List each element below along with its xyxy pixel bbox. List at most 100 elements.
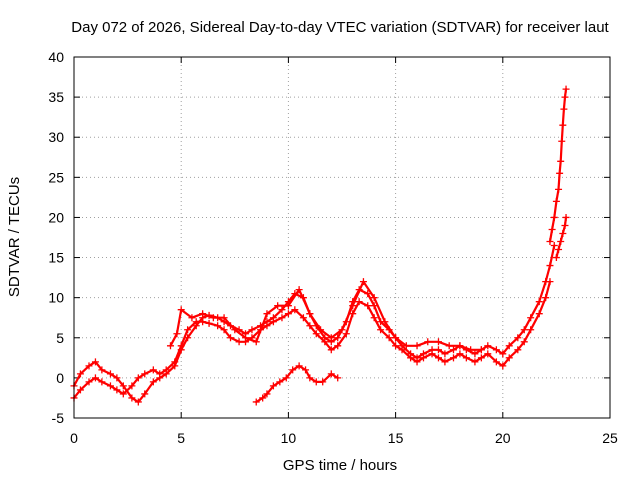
- data-point: [559, 229, 567, 237]
- data-point: [231, 326, 239, 334]
- data-point: [562, 213, 570, 221]
- data-point: [302, 366, 310, 374]
- data-point: [85, 362, 93, 370]
- data-point: [555, 246, 563, 254]
- data-point: [227, 334, 235, 342]
- data-point: [520, 338, 528, 346]
- data-point: [527, 326, 535, 334]
- x-axis-label: GPS time / hours: [283, 457, 397, 474]
- data-point: [505, 354, 513, 362]
- data-point: [550, 242, 558, 250]
- data-point: [91, 374, 99, 382]
- data-point: [188, 314, 196, 322]
- data-point: [248, 326, 256, 334]
- data-point: [205, 319, 213, 327]
- data-point: [527, 314, 535, 322]
- data-point: [552, 197, 560, 205]
- data-point: [106, 370, 114, 378]
- data-point: [334, 342, 342, 350]
- data-point: [413, 358, 421, 366]
- data-point: [177, 342, 185, 350]
- data-point: [456, 342, 464, 350]
- data-point: [499, 350, 507, 358]
- data-point: [317, 326, 325, 334]
- data-point: [377, 326, 385, 334]
- data-point: [364, 302, 372, 310]
- data-point: [312, 378, 320, 386]
- data-point: [119, 390, 127, 398]
- data-point: [269, 318, 277, 326]
- data-point: [252, 398, 260, 406]
- data-point: [321, 338, 329, 346]
- x-tick-label: 0: [70, 430, 78, 446]
- y-axis-label: SDTVAR / TECUs: [6, 177, 23, 297]
- data-series: [70, 85, 570, 406]
- data-point: [407, 354, 415, 362]
- data-point: [555, 185, 563, 193]
- data-point: [128, 382, 136, 390]
- data-point: [441, 358, 449, 366]
- data-point: [441, 350, 449, 358]
- data-point: [85, 378, 93, 386]
- y-tick-label: 10: [48, 290, 64, 306]
- data-point: [535, 310, 543, 318]
- data-point: [552, 254, 560, 262]
- data-point: [184, 326, 192, 334]
- data-point: [162, 366, 170, 374]
- data-point: [402, 342, 410, 350]
- y-tick-label: 5: [56, 330, 64, 346]
- plot-frame: [73, 56, 611, 419]
- data-point: [171, 358, 179, 366]
- series-track-a: [70, 242, 558, 406]
- data-point: [434, 354, 442, 362]
- data-point: [349, 310, 357, 318]
- data-point: [492, 358, 500, 366]
- data-point: [252, 338, 260, 346]
- data-point: [546, 278, 554, 286]
- data-point: [424, 338, 432, 346]
- data-point: [263, 390, 271, 398]
- data-point: [342, 330, 350, 338]
- data-point: [177, 306, 185, 314]
- data-point: [484, 342, 492, 350]
- data-point: [492, 346, 500, 354]
- data-point: [291, 306, 299, 314]
- data-point: [242, 334, 250, 342]
- data-point: [173, 330, 181, 338]
- data-point: [156, 370, 164, 378]
- data-point: [419, 354, 427, 362]
- data-point: [557, 157, 565, 165]
- data-point: [319, 378, 327, 386]
- series-track-f: [552, 213, 570, 262]
- data-point: [434, 346, 442, 354]
- data-point: [434, 338, 442, 346]
- data-point: [289, 366, 297, 374]
- data-point: [220, 314, 228, 322]
- data-point: [370, 314, 378, 322]
- data-point: [149, 378, 157, 386]
- data-point: [514, 346, 522, 354]
- data-point: [327, 346, 335, 354]
- data-point: [557, 238, 565, 246]
- data-point: [385, 334, 393, 342]
- data-point: [306, 374, 314, 382]
- data-point: [514, 334, 522, 342]
- y-tick-label: 0: [56, 370, 64, 386]
- chart-title: Day 072 of 2026, Sidereal Day-to-day VTE…: [71, 19, 609, 36]
- x-tick-label: 15: [388, 430, 404, 446]
- data-point: [338, 326, 346, 334]
- data-point: [220, 326, 228, 334]
- data-point: [546, 238, 554, 246]
- data-point: [467, 346, 475, 354]
- data-point: [334, 374, 342, 382]
- y-tick-label: 40: [48, 49, 64, 65]
- y-tick-label: -5: [52, 410, 65, 426]
- series-track-d: [252, 362, 342, 406]
- data-point: [141, 390, 149, 398]
- data-point: [499, 362, 507, 370]
- data-point: [462, 354, 470, 362]
- data-point: [381, 318, 389, 326]
- data-point: [556, 169, 564, 177]
- x-tick-label: 10: [281, 430, 297, 446]
- data-point: [274, 302, 282, 310]
